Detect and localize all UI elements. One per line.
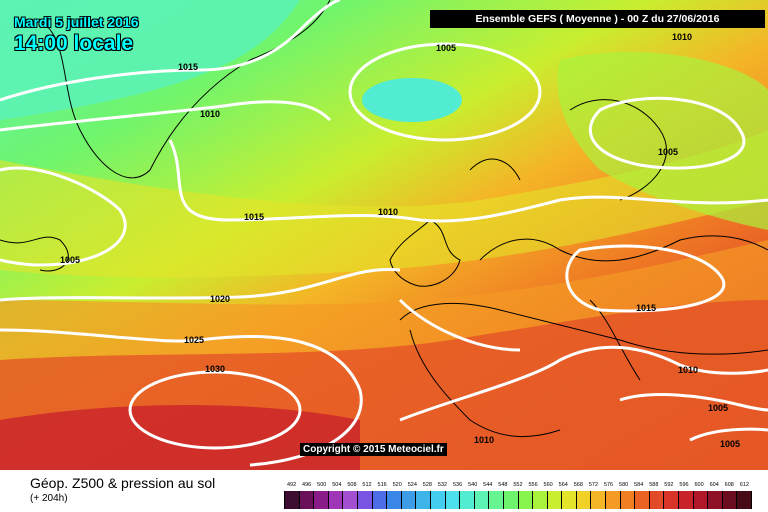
weather-map: 1015 1010 1005 1005 1010 1010 1015 1005 …	[0, 0, 768, 470]
scale-swatch	[518, 491, 534, 509]
isobar-label: 1030	[205, 364, 225, 374]
isobars	[0, 0, 768, 465]
scale-tick-label: 596	[679, 482, 689, 488]
copyright-notice: Copyright © 2015 Meteociel.fr	[300, 443, 447, 456]
forecast-time: 14:00 locale	[14, 32, 134, 55]
model-run-banner: Ensemble GEFS ( Moyenne ) - 00 Z du 27/0…	[430, 10, 765, 28]
lead-time: (+ 204h)	[30, 493, 68, 504]
z500-low-core	[362, 78, 462, 122]
scale-swatch	[547, 491, 563, 509]
scale-swatch	[314, 491, 329, 509]
scale-tick-label: 576	[603, 482, 614, 488]
scale-tick-label: 504	[332, 482, 342, 488]
isobar-label: 1010	[474, 435, 494, 445]
scale-tick-label: 496	[302, 482, 312, 488]
scale-swatch	[430, 491, 446, 509]
scale-swatch	[489, 491, 504, 509]
isobar-label: 1005	[436, 43, 456, 53]
parameter-title: Géop. Z500 & pression au sol	[30, 475, 216, 491]
scale-tick-label: 508	[347, 482, 357, 488]
scale-tick-label: 512	[362, 482, 372, 488]
scale-swatch	[343, 491, 358, 509]
scale-tick-label: 556	[528, 482, 538, 488]
scale-swatch	[372, 491, 388, 509]
scale-tick-label: 564	[558, 482, 568, 488]
scale-swatch	[503, 491, 519, 509]
scale-tick-label: 600	[694, 482, 704, 488]
scale-tick-label: 492	[286, 482, 297, 488]
scale-tick-label: 516	[377, 482, 387, 488]
scale-swatch	[562, 491, 577, 509]
scale-tick-label: 604	[709, 482, 719, 488]
scale-swatch	[737, 491, 752, 509]
scale-swatch	[401, 491, 417, 509]
scale-tick-label: 608	[724, 482, 734, 488]
scale-tick-label: 580	[619, 482, 629, 488]
isobar-labels: 1015 1010 1005 1005 1010 1010 1015 1005 …	[60, 32, 740, 449]
scale-swatch	[620, 491, 636, 509]
isobar-label: 1010	[672, 32, 692, 42]
scale-tick-label: 540	[468, 482, 478, 488]
scale-tick-label: 524	[407, 482, 417, 488]
isobar-label: 1010	[200, 109, 220, 119]
scale-swatch	[591, 491, 607, 509]
isobar-label: 1020	[210, 294, 230, 304]
scale-swatch	[533, 491, 548, 509]
scale-tick-row: 492 496 500 504 508 512 516 520 524 528 532 536 540 5…	[284, 480, 752, 490]
scale-tick-label: 584	[634, 482, 644, 488]
isobar-label: 1015	[178, 62, 198, 72]
isobar-label: 1005	[60, 255, 80, 265]
scale-swatch	[635, 491, 650, 509]
isobar-label: 1005	[708, 403, 728, 413]
scale-tick-label: 536	[452, 482, 463, 488]
z500-band	[0, 0, 300, 120]
scale-swatch	[460, 491, 475, 509]
scale-swatch	[416, 491, 431, 509]
scale-swatch	[576, 491, 592, 509]
isobar-label: 1010	[378, 207, 398, 217]
scale-swatch	[328, 491, 344, 509]
scale-tick-label: 560	[543, 482, 553, 488]
scale-swatch	[299, 491, 315, 509]
isobar-label: 1025	[184, 335, 204, 345]
scale-tick-label: 520	[392, 482, 402, 488]
isobar-label: 1010	[678, 365, 698, 375]
scale-swatch	[284, 491, 300, 509]
scale-swatch	[664, 491, 680, 509]
z500-band	[0, 130, 768, 278]
scale-tick-label: 500	[317, 482, 327, 488]
scale-swatch	[722, 491, 738, 509]
scale-swatch	[357, 491, 373, 509]
isobar-label: 1005	[658, 147, 678, 157]
scale-swatch	[474, 491, 490, 509]
z500-band	[557, 51, 768, 230]
isobar-label: 1015	[636, 303, 656, 313]
scale-swatch-row	[284, 491, 752, 509]
scale-swatch	[693, 491, 709, 509]
scale-swatch	[679, 491, 694, 509]
isobar-label: 1015	[244, 212, 264, 222]
scale-tick-label: 588	[649, 482, 659, 488]
scale-tick-label: 544	[483, 482, 493, 488]
scale-swatch	[606, 491, 621, 509]
z500-band	[0, 405, 360, 470]
scale-tick-label: 568	[573, 482, 583, 488]
legend-footer: Géop. Z500 & pression au sol (+ 204h) 49…	[0, 470, 768, 512]
scale-tick-label: 552	[513, 482, 523, 488]
scale-tick-label: 612	[739, 482, 749, 488]
scale-swatch	[387, 491, 402, 509]
color-scale: 492 496 500 504 508 512 516 520 524 528 532 536 540 5…	[284, 480, 752, 510]
scale-tick-label: 572	[588, 482, 599, 488]
scale-tick-label: 528	[422, 482, 432, 488]
scale-swatch	[649, 491, 665, 509]
forecast-date: Mardi 5 juillet 2016	[14, 14, 139, 30]
scale-tick-label: 548	[498, 482, 508, 488]
isobar-label: 1005	[720, 439, 740, 449]
scale-swatch	[708, 491, 723, 509]
map-canvas: 1015 1010 1005 1005 1010 1010 1015 1005 …	[0, 0, 768, 470]
scale-tick-label: 532	[437, 482, 448, 488]
scale-swatch	[445, 491, 461, 509]
scale-tick-label: 592	[664, 482, 674, 488]
